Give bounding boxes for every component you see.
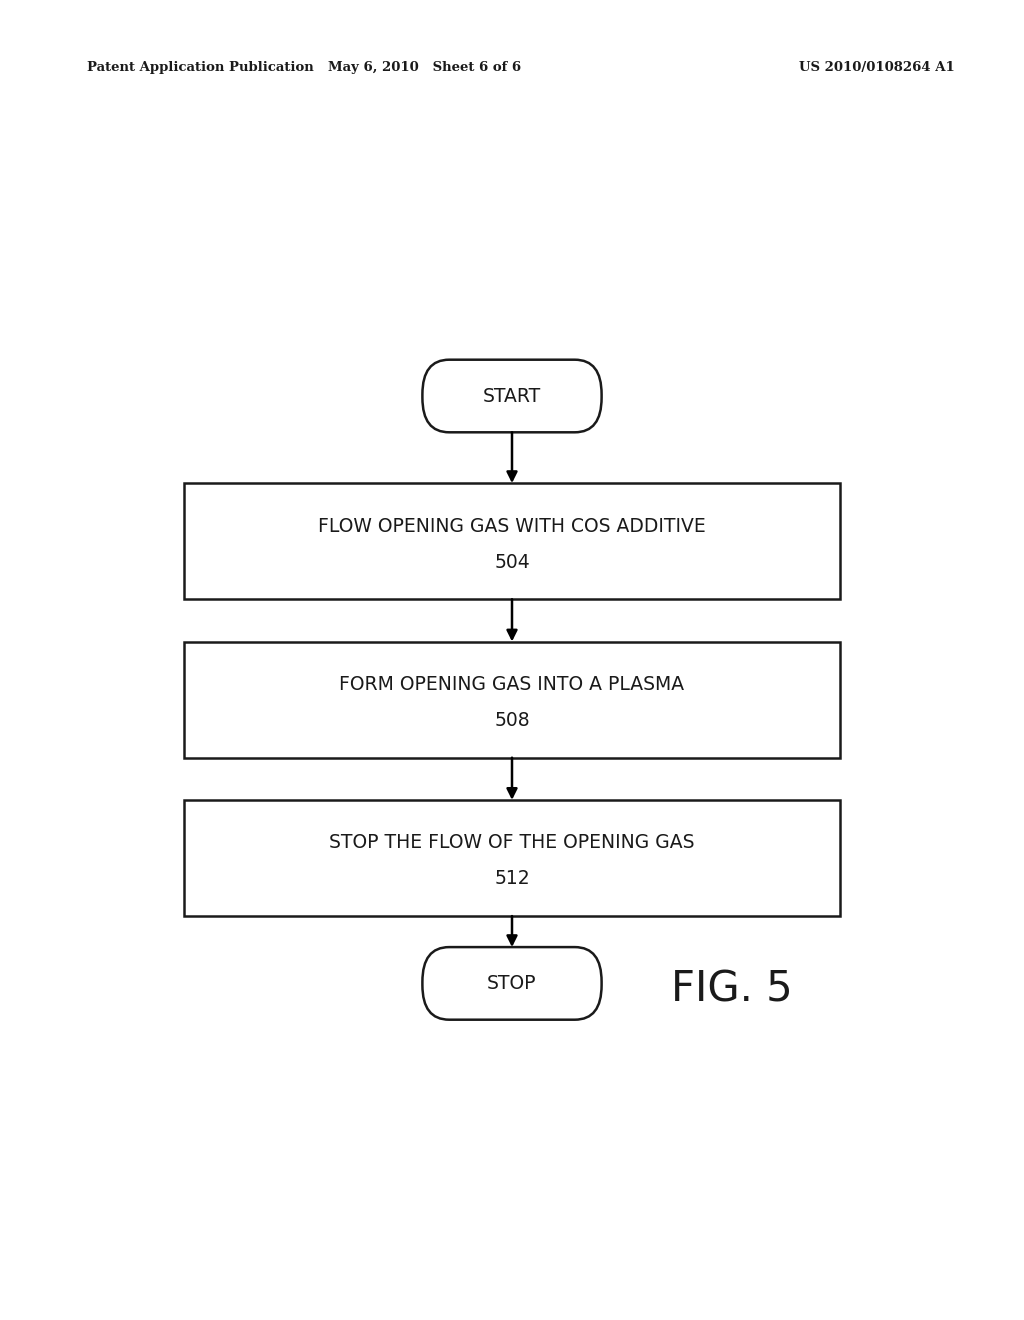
Text: 504: 504 xyxy=(495,553,529,572)
Bar xyxy=(184,483,840,599)
Text: 508: 508 xyxy=(495,711,529,730)
Text: FLOW OPENING GAS WITH COS ADDITIVE: FLOW OPENING GAS WITH COS ADDITIVE xyxy=(318,516,706,536)
Text: 512: 512 xyxy=(495,870,529,888)
Text: FIG. 5: FIG. 5 xyxy=(671,969,793,1011)
Text: FORM OPENING GAS INTO A PLASMA: FORM OPENING GAS INTO A PLASMA xyxy=(339,675,685,694)
Text: Patent Application Publication: Patent Application Publication xyxy=(87,62,313,74)
Text: US 2010/0108264 A1: US 2010/0108264 A1 xyxy=(799,62,954,74)
Text: STOP THE FLOW OF THE OPENING GAS: STOP THE FLOW OF THE OPENING GAS xyxy=(330,833,694,853)
Text: START: START xyxy=(483,387,541,405)
Bar xyxy=(184,642,840,758)
Text: May 6, 2010   Sheet 6 of 6: May 6, 2010 Sheet 6 of 6 xyxy=(329,62,521,74)
Text: STOP: STOP xyxy=(487,974,537,993)
FancyBboxPatch shape xyxy=(422,359,601,433)
FancyBboxPatch shape xyxy=(422,948,601,1019)
Bar xyxy=(184,800,840,916)
